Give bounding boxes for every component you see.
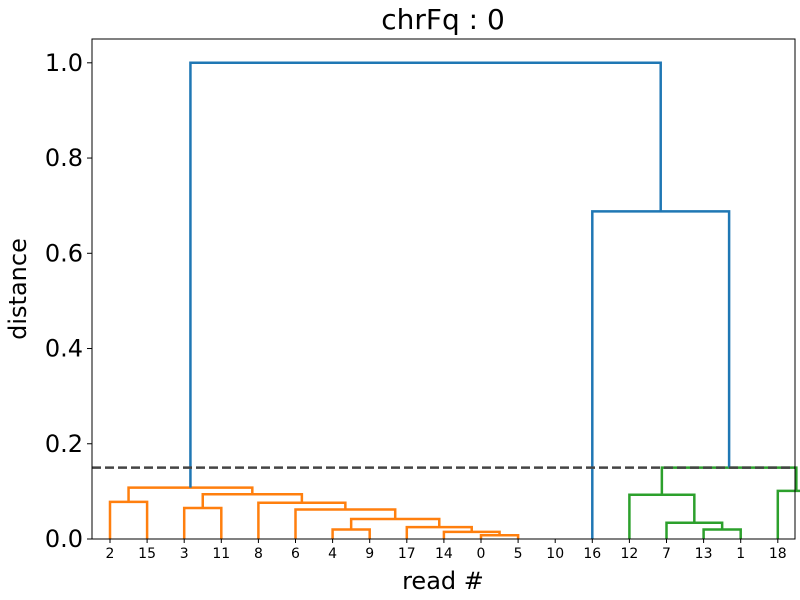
leaf-label: 1 (736, 546, 745, 562)
dendrogram-link (189, 61, 662, 488)
y-tick-label: 0.8 (45, 144, 83, 172)
dendrogram-link (776, 489, 800, 539)
leaf-label: 11 (212, 546, 230, 562)
leaf-label: 3 (180, 546, 189, 562)
leaf-label: 2 (106, 546, 115, 562)
y-tick-label: 0.6 (45, 239, 83, 267)
dendrogram-link (201, 492, 304, 509)
dendrogram-link (182, 506, 223, 539)
dendrogram-link (628, 493, 696, 539)
leaf-label: 6 (291, 546, 300, 562)
dendrogram-link (702, 528, 742, 539)
y-tick-label: 0.4 (45, 335, 83, 363)
leaf-label: 15 (138, 546, 156, 562)
y-tick-label: 1.0 (45, 49, 83, 77)
leaf-label: 9 (365, 546, 374, 562)
dendrogram-link (331, 528, 371, 539)
leaf-label: 14 (435, 546, 453, 562)
dendrogram-links (92, 61, 800, 539)
dendrogram-link (108, 500, 149, 539)
plot-frame (91, 38, 796, 540)
y-tick-label: 0.2 (45, 430, 83, 458)
leaf-label: 10 (546, 546, 564, 562)
leaf-label: 12 (620, 546, 638, 562)
y-ticks: 0.0 0.2 0.4 0.6 0.8 1.0 (45, 49, 92, 553)
chart-title: chrFq : 0 (381, 3, 505, 36)
dendrogram-link (294, 508, 397, 539)
dendrogram-link (665, 521, 724, 539)
x-axis-label: read # (402, 567, 484, 595)
y-tick-label: 0.0 (45, 525, 83, 553)
leaf-label: 13 (695, 546, 713, 562)
leaf-label: 18 (769, 546, 787, 562)
y-axis-label: distance (4, 238, 32, 340)
leaf-label: 7 (662, 546, 671, 562)
dendrogram-link (591, 210, 731, 539)
dendrogram-link (479, 533, 520, 539)
dendrogram-link (660, 466, 798, 495)
leaf-label: 8 (254, 546, 263, 562)
leaf-label: 16 (583, 546, 601, 562)
leaf-label: 17 (398, 546, 416, 562)
leaf-label: 0 (477, 546, 486, 562)
dendrogram-link (257, 501, 347, 539)
leaf-label: 5 (514, 546, 523, 562)
leaf-label: 4 (328, 546, 337, 562)
x-ticks: 2 15 3 11 8 6 4 9 17 14 0 5 10 16 12 7 13 1 18 (106, 539, 787, 562)
